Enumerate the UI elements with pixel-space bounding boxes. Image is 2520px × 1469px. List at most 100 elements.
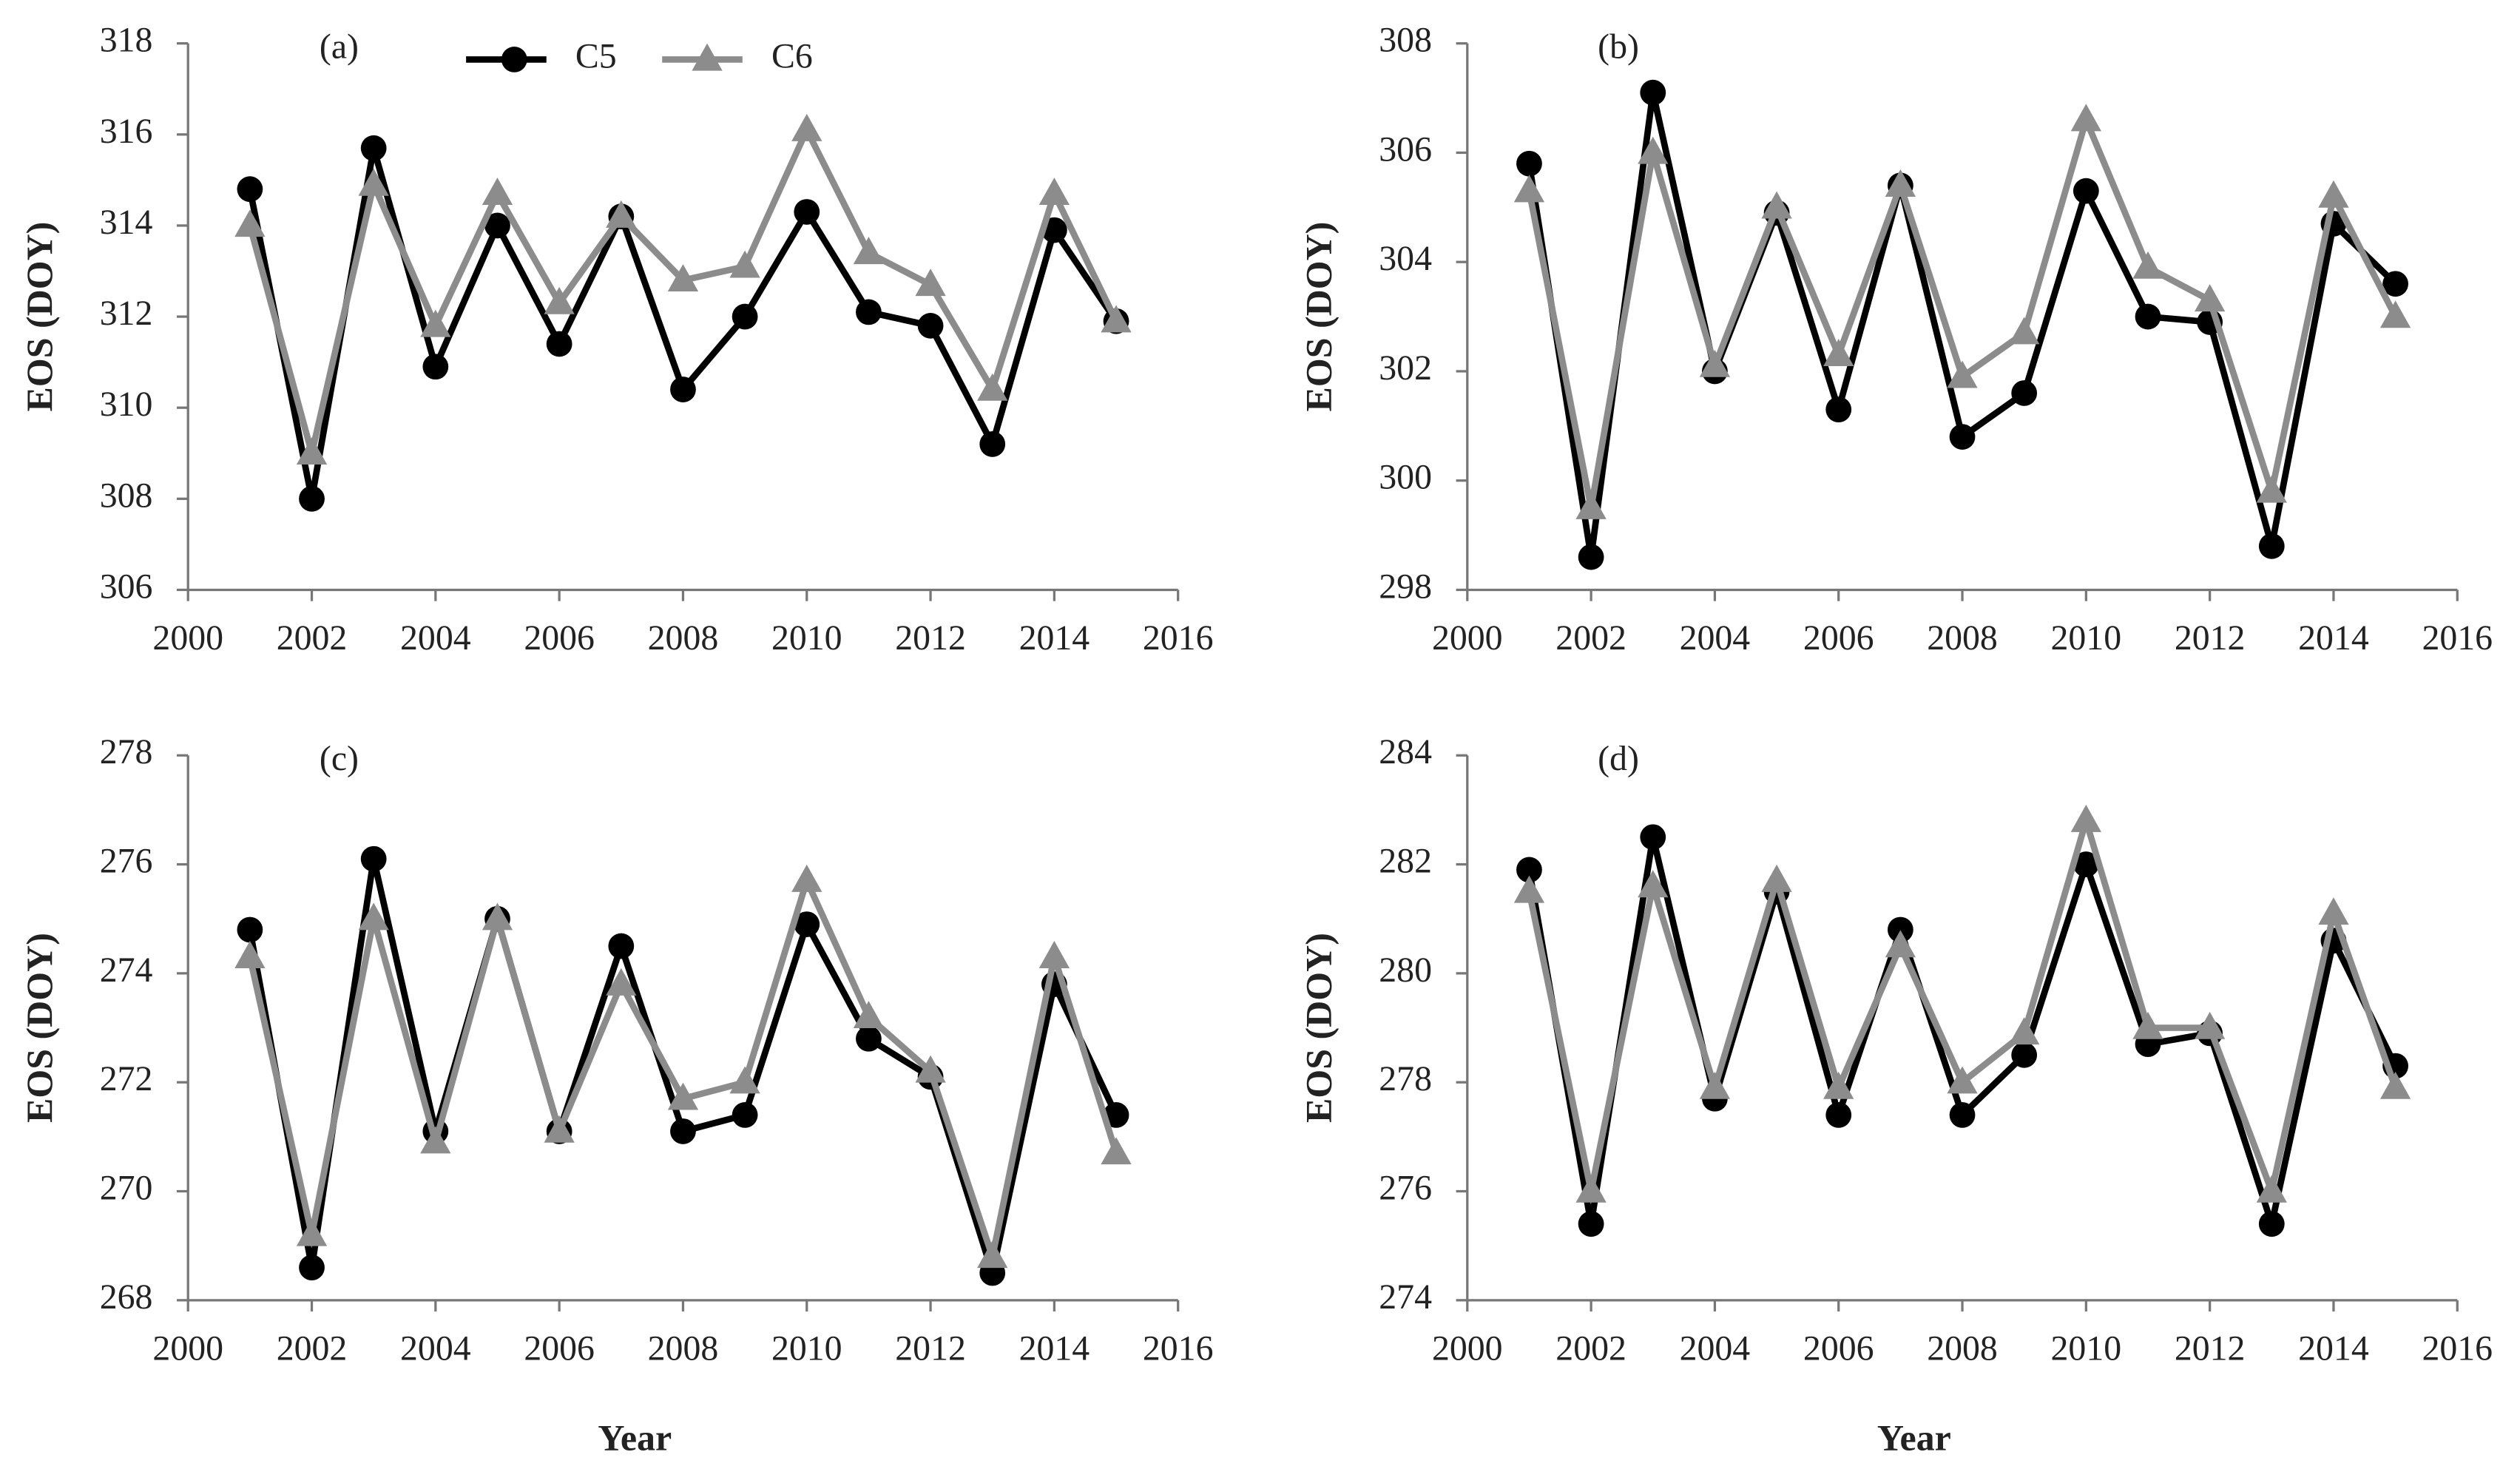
point xyxy=(1947,360,1978,388)
point xyxy=(1103,1102,1129,1128)
x-tick-label: 2002 xyxy=(277,618,348,658)
x-tick-label: 2004 xyxy=(1680,618,1751,658)
y-tick-label: 314 xyxy=(100,203,153,242)
point xyxy=(856,299,882,325)
legend: C5 C6 xyxy=(466,36,813,75)
y-tick-label: 272 xyxy=(100,1059,153,1098)
point xyxy=(420,309,451,337)
point xyxy=(1949,424,1976,450)
x-tick-label: 2014 xyxy=(1019,618,1090,658)
x-tick-label: 2012 xyxy=(895,618,966,658)
point xyxy=(358,168,389,196)
x-tick-label: 2016 xyxy=(2422,1328,2493,1368)
point xyxy=(420,1126,451,1154)
x-tick-label: 2002 xyxy=(277,1328,348,1368)
point xyxy=(1516,857,1542,883)
y-tick-label: 278 xyxy=(100,732,153,771)
point xyxy=(1825,1102,1852,1128)
x-axis-label: Year xyxy=(598,1417,672,1459)
legend-marker xyxy=(692,43,723,71)
x-tick-label: 2012 xyxy=(2175,618,2246,658)
point xyxy=(544,286,575,314)
x-tick-label: 2016 xyxy=(1143,618,1214,658)
y-tick-label: 300 xyxy=(1379,458,1432,497)
point xyxy=(1699,349,1731,377)
point xyxy=(667,264,699,292)
point xyxy=(237,176,263,203)
point xyxy=(2256,1175,2287,1203)
point xyxy=(794,911,820,937)
x-tick-label: 2004 xyxy=(400,1328,471,1368)
y-tick-label: 306 xyxy=(100,567,153,606)
legend-label: C5 xyxy=(575,36,617,75)
point xyxy=(546,331,572,357)
x-axis-label: Year xyxy=(1877,1417,1951,1459)
y-tick-label: 302 xyxy=(1379,348,1432,388)
point xyxy=(544,1115,575,1143)
x-tick-label: 2014 xyxy=(2298,618,2369,658)
x-tick-label: 2012 xyxy=(2175,1328,2246,1368)
panel-label: (d) xyxy=(1598,739,1639,778)
point xyxy=(1575,1175,1607,1203)
y-tick-label: 308 xyxy=(1379,21,1432,60)
x-tick-label: 2004 xyxy=(400,618,471,658)
x-tick-label: 2010 xyxy=(771,1328,842,1368)
point xyxy=(794,199,820,225)
x-tick-label: 2008 xyxy=(1927,618,1998,658)
point xyxy=(1640,824,1666,851)
point xyxy=(917,312,944,339)
point xyxy=(2132,1011,2163,1039)
point xyxy=(299,1254,325,1281)
x-tick-label: 2006 xyxy=(524,618,595,658)
point xyxy=(234,209,266,237)
point xyxy=(1038,941,1070,968)
point xyxy=(1885,169,1916,197)
point xyxy=(729,1066,760,1094)
y-tick-label: 318 xyxy=(100,21,153,60)
x-tick-label: 2006 xyxy=(524,1328,595,1368)
x-tick-label: 2006 xyxy=(1803,618,1874,658)
point xyxy=(1101,1137,1132,1165)
point xyxy=(1513,175,1545,203)
y-tick-label: 308 xyxy=(100,476,153,515)
point xyxy=(296,437,328,465)
point xyxy=(2318,180,2349,208)
point xyxy=(1516,150,1542,177)
point xyxy=(1887,916,1913,943)
point xyxy=(234,941,266,968)
y-tick-label: 276 xyxy=(1379,1168,1432,1207)
point xyxy=(1699,1071,1731,1099)
y-axis-label: EOS (DOY) xyxy=(18,933,60,1123)
point xyxy=(360,135,387,161)
point xyxy=(358,902,389,931)
point xyxy=(2132,251,2163,279)
point xyxy=(732,1102,758,1128)
point xyxy=(2073,178,2099,204)
point xyxy=(2382,271,2408,297)
x-tick-label: 2014 xyxy=(1019,1328,1090,1368)
point xyxy=(979,431,1006,457)
point xyxy=(422,354,449,380)
y-tick-label: 310 xyxy=(100,385,153,424)
point xyxy=(237,916,263,943)
x-tick-label: 2000 xyxy=(1432,1328,1503,1368)
legend-label: C6 xyxy=(771,36,813,75)
point xyxy=(2258,533,2285,559)
point xyxy=(1638,870,1669,898)
point xyxy=(729,250,760,278)
point xyxy=(1761,191,1792,219)
point xyxy=(1575,491,1607,519)
x-tick-label: 2006 xyxy=(1803,1328,1874,1368)
y-tick-label: 298 xyxy=(1379,567,1432,606)
x-tick-label: 2016 xyxy=(2422,618,2493,658)
x-tick-label: 2002 xyxy=(1555,1328,1626,1368)
x-tick-label: 2012 xyxy=(895,1328,966,1368)
point xyxy=(977,373,1008,401)
point xyxy=(2011,380,2038,406)
point xyxy=(1949,1102,1976,1128)
y-tick-label: 280 xyxy=(1379,950,1432,990)
y-tick-label: 274 xyxy=(1379,1277,1432,1317)
x-tick-label: 2010 xyxy=(771,618,842,658)
point xyxy=(2135,303,2161,330)
point xyxy=(791,113,822,141)
